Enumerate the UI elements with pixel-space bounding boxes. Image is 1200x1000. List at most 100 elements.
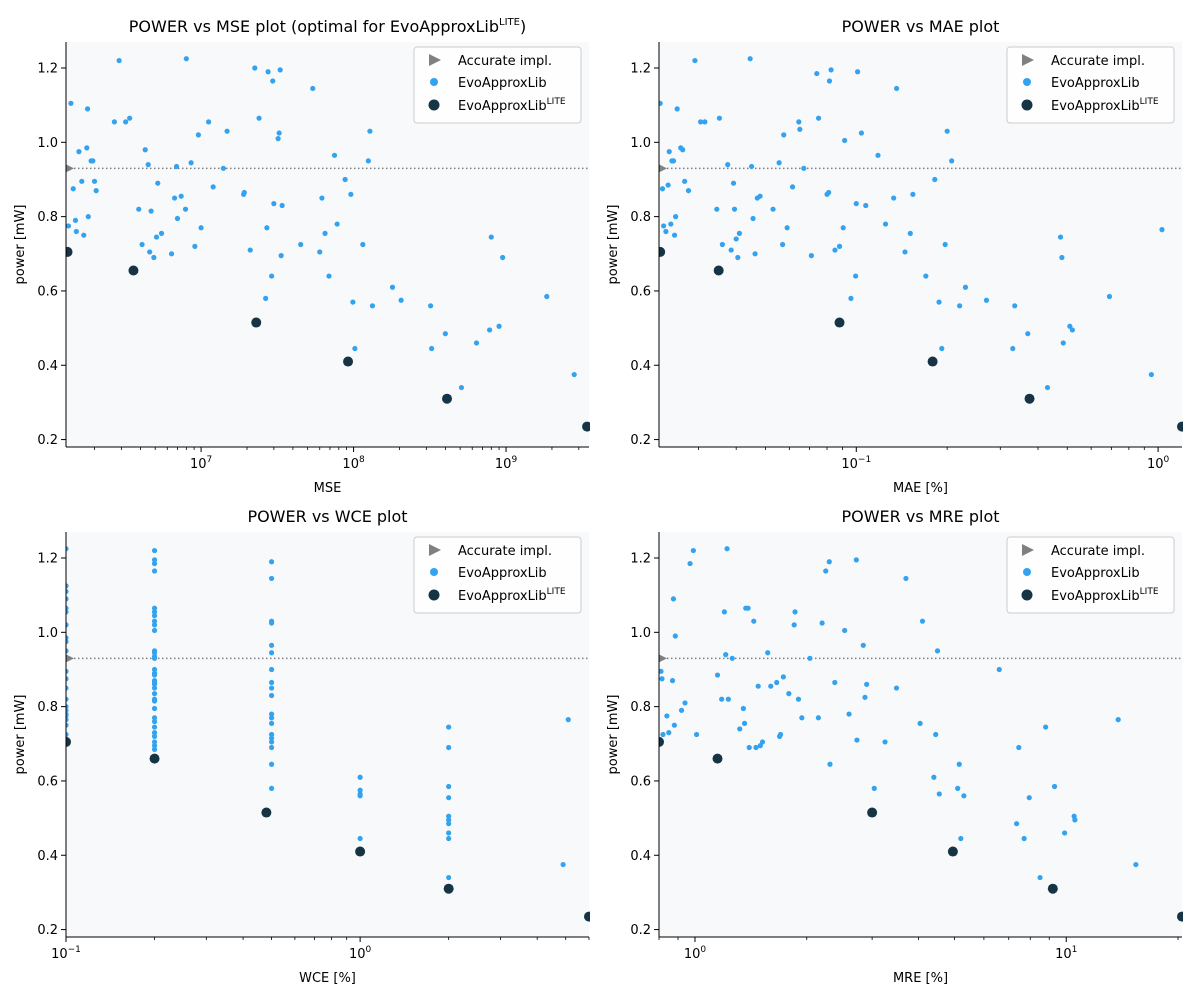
y-tick-label: 0.8	[630, 210, 651, 225]
lite-point	[443, 883, 454, 894]
evo-point	[93, 188, 99, 194]
evo-point	[719, 241, 725, 248]
evo-point	[832, 247, 838, 253]
evo-point	[486, 327, 493, 333]
evo-point	[1012, 303, 1018, 309]
lite-point	[582, 421, 590, 432]
evo-point	[853, 273, 859, 279]
accurate-point	[659, 654, 667, 663]
evo-point	[853, 201, 859, 207]
evo-point	[747, 56, 753, 62]
evo-point	[268, 720, 275, 726]
evo-point	[268, 679, 275, 686]
evo-point	[796, 119, 802, 125]
y-tick-label: 0.4	[37, 359, 58, 374]
evo-point	[357, 793, 363, 799]
evo-point	[939, 345, 945, 352]
evo-point	[659, 186, 666, 192]
lite-point	[149, 753, 160, 764]
chart-panel-1: POWER vs MSE plot (optimal for EvoApprox…	[13, 17, 590, 496]
legend-accurate-marker	[429, 54, 441, 66]
evo-point	[73, 228, 79, 235]
evo-point	[735, 254, 741, 261]
evo-point	[1021, 835, 1027, 842]
evo-point	[145, 162, 151, 168]
y-tick-label: 0.2	[630, 923, 651, 938]
legend-label-lite-superscript: LITE	[547, 587, 566, 597]
evo-point	[171, 195, 178, 201]
evo-point	[310, 85, 316, 92]
evo-point	[826, 78, 833, 84]
evo-point	[690, 547, 696, 554]
x-tick-label: 101	[1055, 945, 1077, 962]
evo-point	[279, 202, 285, 209]
data-layer	[66, 546, 590, 922]
x-tick-base: 10	[51, 947, 68, 962]
chart-title: POWER vs WCE plot	[247, 507, 407, 526]
evo-point	[174, 215, 181, 222]
evo-point	[665, 182, 671, 188]
evo-point	[151, 627, 158, 634]
evo-point	[148, 208, 154, 214]
legend-label-lite-text: EvoApproxLib	[458, 589, 547, 604]
evo-point	[1069, 327, 1075, 333]
evo-point	[745, 605, 751, 611]
data-layer	[659, 56, 1183, 432]
evo-point	[854, 69, 861, 75]
evo-point	[961, 793, 967, 799]
evo-point	[268, 642, 275, 648]
lite-point	[1047, 883, 1058, 894]
chart-title: POWER vs MRE plot	[841, 507, 999, 526]
lite-point	[1024, 393, 1035, 404]
x-tick-exponent: 9	[511, 455, 517, 465]
evo-point	[268, 785, 275, 791]
evo-point	[268, 731, 275, 738]
evo-point	[801, 165, 807, 171]
evo-point	[1133, 861, 1139, 868]
evo-point	[210, 184, 216, 190]
evo-point	[151, 746, 158, 752]
legend-label-evo: EvoApproxLib	[458, 566, 547, 581]
legend-accurate-marker	[1022, 544, 1034, 556]
x-axis-label: MAE [%]	[893, 481, 948, 496]
evo-point	[780, 674, 786, 680]
evo-point	[1014, 821, 1020, 827]
evo-point	[268, 744, 275, 751]
x-tick-base: 10	[190, 457, 207, 472]
evo-point	[673, 214, 679, 220]
evo-point	[271, 201, 277, 207]
evo-point	[198, 225, 204, 231]
y-tick-label: 0.6	[37, 774, 58, 789]
x-tick-exponent: 1	[1072, 945, 1078, 955]
evo-point	[151, 691, 158, 697]
evo-point	[1106, 293, 1113, 300]
lite-point	[343, 356, 354, 367]
evo-point	[342, 176, 348, 183]
x-tick-base: 10	[1147, 457, 1164, 472]
evo-point	[168, 251, 175, 257]
x-tick-label: 10−1	[51, 945, 81, 962]
evo-point	[759, 739, 766, 745]
legend-label-evo: EvoApproxLib	[1051, 76, 1140, 91]
legend-lite-marker	[1021, 99, 1033, 111]
evo-point	[68, 100, 74, 106]
x-tick-base: 10	[495, 457, 512, 472]
evo-point	[151, 715, 158, 721]
evo-point	[795, 696, 802, 702]
y-tick-label: 1.2	[37, 552, 58, 567]
legend-box	[1006, 46, 1175, 124]
evo-point	[932, 176, 938, 183]
legend-label-lite: EvoApproxLibLITE	[1051, 587, 1159, 604]
evo-point	[875, 152, 881, 158]
evo-point	[256, 115, 262, 121]
legend-label-lite: EvoApproxLibLITE	[458, 97, 566, 114]
evo-point	[666, 730, 672, 736]
evo-point	[791, 622, 797, 628]
evo-point	[670, 596, 677, 602]
evo-point	[827, 761, 833, 767]
evo-point	[446, 830, 452, 836]
x-axis-label: MRE [%]	[893, 971, 948, 986]
legend-label-lite-text: EvoApproxLib	[1051, 99, 1140, 114]
evo-point	[1159, 227, 1165, 233]
